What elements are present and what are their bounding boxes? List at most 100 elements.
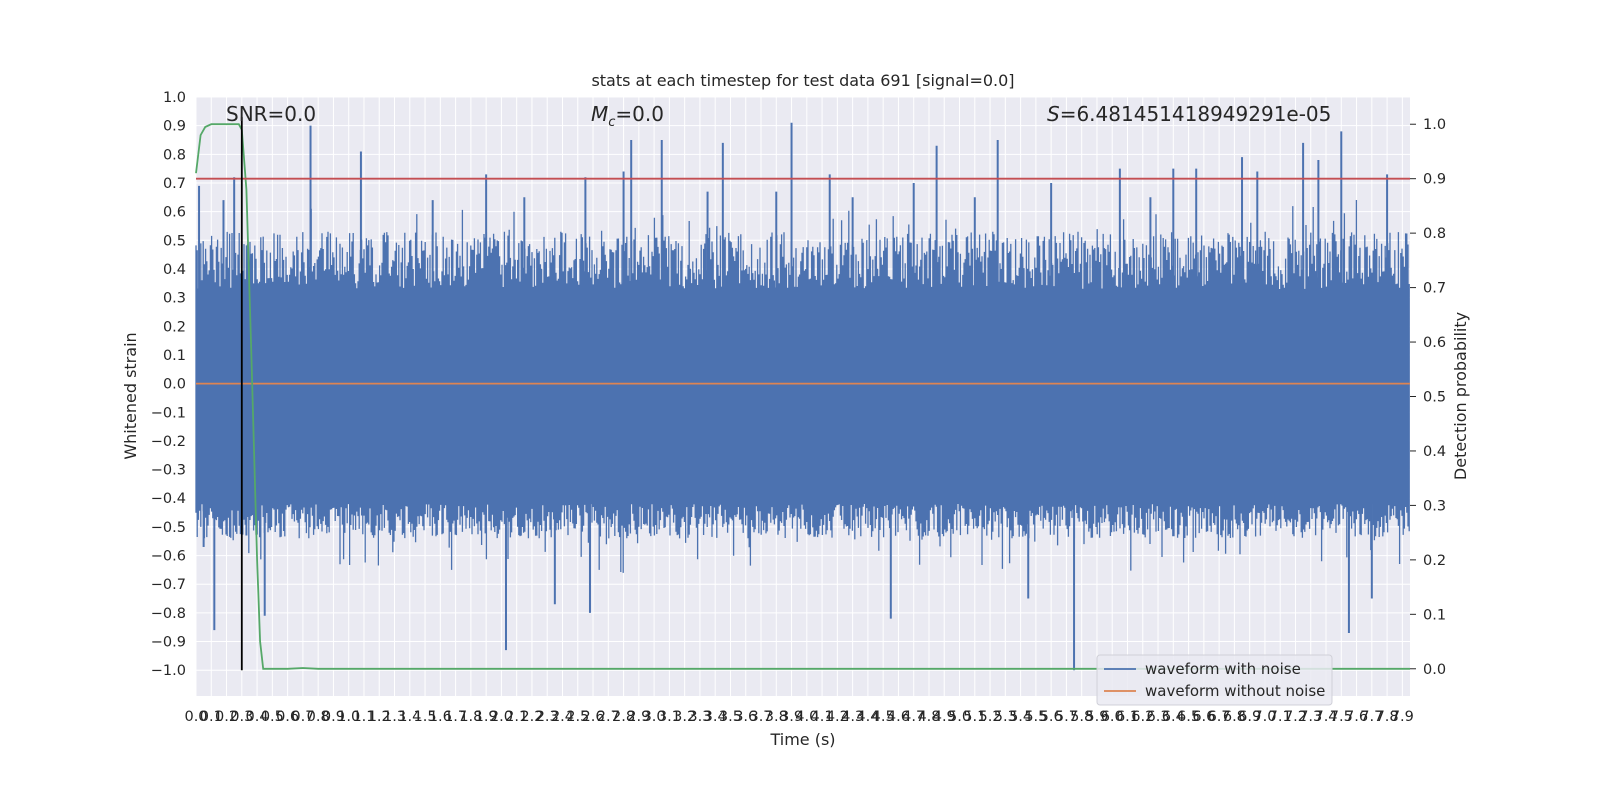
x-tick-label: 2.8	[612, 709, 635, 725]
y-tick-label-left: 0.5	[163, 233, 186, 249]
y-axis-label-right: Detection probability	[1451, 312, 1470, 480]
x-tick-label: 1.0	[337, 709, 360, 725]
x-tick-label: 4.2	[826, 709, 849, 725]
x-tick-label: 7.3	[1299, 709, 1322, 725]
x-tick-label: 2.6	[582, 709, 605, 725]
x-tick-label: 0.2	[215, 709, 238, 725]
x-tick-label: 3.5	[719, 709, 742, 725]
x-tick-label: 5.5	[1024, 709, 1047, 725]
x-tick-label: 6.0	[1101, 709, 1124, 725]
y-tick-label-left: −0.9	[151, 635, 186, 651]
y-tick-label-left: 0.4	[163, 262, 186, 278]
x-tick-label: 3.2	[673, 709, 696, 725]
y-tick-label-left: 0.0	[163, 377, 186, 393]
y-tick-label-left: −0.5	[151, 520, 186, 536]
x-tick-label: 7.8	[1376, 709, 1399, 725]
x-tick-label: 6.7	[1208, 709, 1231, 725]
snr-annotation: SNR=0.0	[226, 102, 316, 126]
y-tick-label-left: 0.3	[163, 291, 186, 307]
x-tick-label: 4.3	[841, 709, 864, 725]
x-tick-label: 3.6	[734, 709, 757, 725]
y-tick-label-right: 0.3	[1423, 498, 1446, 514]
y-tick-label-left: 0.2	[163, 319, 186, 335]
y-tick-label-right: 1.0	[1423, 117, 1446, 133]
x-tick-label: 4.0	[795, 709, 818, 725]
y-tick-label-right: 0.5	[1423, 390, 1446, 406]
series-detection-probability	[195, 123, 1410, 670]
series-lines	[195, 117, 1410, 671]
s-value: =6.481451418949291e-05	[1060, 102, 1332, 126]
x-tick-label: 4.4	[856, 709, 879, 725]
x-tick-label: 2.7	[597, 709, 620, 725]
x-tick-label: 1.6	[429, 709, 452, 725]
x-tick-label: 3.7	[749, 709, 772, 725]
s-annotation: S=6.481451418949291e-05	[1047, 102, 1331, 126]
y-tick-label-left: −1.0	[151, 663, 186, 679]
x-tick-label: 0.7	[291, 709, 314, 725]
x-axis-label: Time (s)	[769, 730, 835, 749]
x-tick-label: 1.5	[414, 709, 437, 725]
x-tick-label: 4.8	[917, 709, 940, 725]
x-tick-label: 3.1	[658, 709, 681, 725]
x-tick-label: 4.6	[887, 709, 910, 725]
x-tick-label: 6.6	[1192, 709, 1215, 725]
y-tick-label-left: −0.4	[151, 491, 186, 507]
y-tick-label-right: 0.7	[1423, 281, 1446, 297]
x-tick-label: 4.5	[872, 709, 895, 725]
x-tick-label: 5.2	[979, 709, 1002, 725]
x-tick-label: 6.4	[1162, 709, 1185, 725]
y-tick-labels-right: 1.0 0.9 0.8 0.7 0.6 0.5 0.4 0.3 0.2 0.1 0.0	[1410, 117, 1446, 678]
y-tick-label-right: 0.2	[1423, 553, 1446, 569]
chart-title: stats at each timestep for test data 691…	[591, 71, 1014, 90]
x-tick-label: 3.4	[704, 709, 727, 725]
x-tick-label: 0.6	[276, 709, 299, 725]
x-tick-label: 1.9	[475, 709, 498, 725]
legend: waveform with noise waveform without noi…	[1096, 654, 1333, 706]
x-tick-label: 6.8	[1223, 709, 1246, 725]
x-tick-label: 6.5	[1177, 709, 1200, 725]
y-tick-label-right: 0.1	[1423, 607, 1446, 623]
x-tick-label: 6.1	[1116, 709, 1139, 725]
x-tick-label: 3.0	[643, 709, 666, 725]
x-tick-label: 0.8	[307, 709, 330, 725]
noise-body	[195, 200, 1410, 573]
x-tick-label: 5.0	[948, 709, 971, 725]
x-tick-label: 7.4	[1314, 709, 1337, 725]
y-tick-label-left: −0.8	[151, 606, 186, 622]
chirp-mass-value: =0.0	[615, 102, 664, 126]
x-tick-label: 6.2	[1131, 709, 1154, 725]
y-tick-label-left: 0.9	[163, 119, 186, 135]
x-tick-label: 2.3	[536, 709, 559, 725]
x-tick-label: 1.4	[398, 709, 421, 725]
x-tick-label: 7.2	[1284, 709, 1307, 725]
x-tick-label: 4.1	[811, 709, 834, 725]
x-tick-label: 7.1	[1269, 709, 1292, 725]
x-tick-label: 7.9	[1391, 709, 1414, 725]
y-tick-label-left: 0.8	[163, 147, 186, 163]
x-tick-label: 5.7	[1055, 709, 1078, 725]
x-tick-label: 2.4	[551, 709, 574, 725]
y-tick-labels-left: 1.0 0.9 0.8 0.7 0.6 0.5 0.4 0.3 0.2 0.1 0.0 −0.1 −0.…	[151, 90, 186, 679]
x-tick-label: 5.1	[963, 709, 986, 725]
x-tick-label: 5.9	[1085, 709, 1108, 725]
chirp-mass-annotation: Mc=0.0	[591, 102, 664, 130]
x-tick-label: 0.9	[322, 709, 345, 725]
x-tick-label: 1.1	[352, 709, 375, 725]
y-tick-label-left: −0.6	[151, 549, 186, 565]
x-tick-label: 5.4	[1009, 709, 1032, 725]
x-tick-label: 0.0	[184, 709, 207, 725]
legend-box	[1096, 654, 1333, 706]
y-tick-label-right: 0.6	[1423, 335, 1446, 351]
x-tick-label: 3.3	[688, 709, 711, 725]
y-tick-label-left: 1.0	[163, 90, 186, 106]
x-tick-label: 4.7	[902, 709, 925, 725]
chirp-mass-symbol: M	[591, 102, 608, 126]
x-tick-label: 5.6	[1040, 709, 1063, 725]
y-tick-label-right: 0.4	[1423, 444, 1446, 460]
x-tick-label: 4.9	[933, 709, 956, 725]
x-tick-label: 5.3	[994, 709, 1017, 725]
x-tick-label: 1.7	[444, 709, 467, 725]
x-tick-label: 5.8	[1070, 709, 1093, 725]
y-tick-label-right: 0.0	[1423, 662, 1446, 678]
x-tick-label: 1.2	[368, 709, 391, 725]
